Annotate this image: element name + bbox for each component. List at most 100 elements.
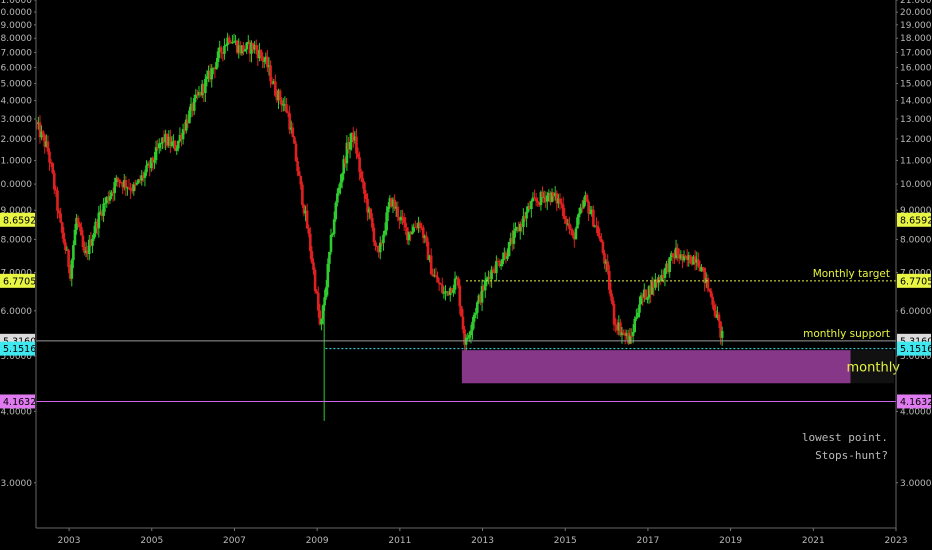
candle-body: [711, 296, 714, 305]
candle-body: [712, 304, 716, 311]
candle-body: [592, 209, 595, 227]
candle-body: [453, 278, 457, 290]
price-badge-right: [897, 341, 931, 356]
candle-body: [580, 207, 584, 209]
candle-body: [512, 230, 516, 244]
candle-body: [169, 136, 172, 147]
candle-body: [671, 253, 675, 256]
candle-body: [107, 197, 110, 201]
candle-body: [270, 81, 274, 84]
y-tick-label-left: 6.0000: [1, 307, 33, 317]
candle-body: [565, 218, 568, 224]
candle-body: [94, 221, 97, 234]
candle-body: [665, 263, 668, 269]
candle-body: [127, 187, 131, 189]
candle-body: [692, 256, 695, 265]
candle-body: [528, 206, 532, 210]
y-tick-label-left: 10.0000: [0, 180, 32, 190]
candle-body: [280, 100, 283, 106]
candle-body: [654, 279, 657, 288]
candle-body: [700, 267, 703, 272]
level-overlays: monthly Monthly target monthly support lowe…: [36, 268, 900, 462]
candle-body: [178, 135, 182, 141]
candle-body: [332, 219, 336, 234]
candle-body: [100, 211, 104, 216]
candle-body: [609, 289, 613, 297]
candle-body: [601, 241, 605, 254]
candle-body: [321, 305, 325, 320]
candle-body: [587, 201, 590, 214]
candle-body: [97, 212, 101, 229]
candle-body: [441, 284, 444, 293]
candle-body: [208, 70, 212, 80]
candle-body: [604, 261, 608, 264]
candle-body: [406, 227, 409, 241]
y-tick-label-left: 11.0000: [0, 156, 32, 166]
candle-body: [541, 192, 544, 198]
candle-body: [568, 223, 571, 230]
candle-body: [472, 314, 476, 322]
candle-body: [606, 261, 609, 271]
candle-body: [245, 42, 249, 50]
candle-body: [108, 196, 112, 201]
candle-body: [140, 175, 144, 181]
y-tick-label-left: 7.0000: [1, 269, 33, 279]
candle-body: [714, 310, 718, 318]
candle-body: [598, 235, 602, 239]
candle-body: [523, 216, 527, 219]
candle-body: [536, 201, 540, 203]
candle-body: [619, 322, 622, 336]
candle-body: [600, 238, 603, 242]
candle-body: [614, 324, 617, 326]
x-tick-label: 2007: [223, 536, 246, 546]
candle-body: [59, 213, 62, 223]
candle-body: [431, 274, 435, 277]
candle-body: [297, 171, 301, 176]
price-badge-label-left: 5.1516: [3, 344, 36, 355]
candle-body: [496, 260, 500, 262]
candle-body: [677, 255, 681, 259]
candle-body: [463, 329, 466, 345]
candle-body: [407, 231, 411, 241]
candle-body: [689, 255, 692, 264]
candle-body: [41, 131, 45, 136]
candle-body: [485, 278, 489, 281]
candle-body: [148, 163, 152, 169]
y-tick-label-left: 17.0000: [0, 48, 32, 58]
candle-body: [647, 286, 651, 298]
candle-body: [515, 227, 519, 229]
candle-body: [258, 50, 261, 59]
candle-body: [156, 147, 159, 149]
candle-body: [398, 217, 401, 221]
candle-body: [189, 103, 193, 111]
candle-body: [391, 199, 395, 207]
candle-body: [642, 289, 646, 298]
candle-body: [78, 223, 82, 228]
candle-body: [697, 259, 700, 267]
candle-body: [572, 235, 576, 240]
candle-body: [202, 84, 206, 94]
candle-body: [170, 141, 174, 147]
y-tick-label-right: 9.0000: [900, 206, 932, 216]
candle-body: [709, 290, 713, 297]
candle-body: [302, 204, 306, 214]
candle-body: [553, 193, 557, 197]
candle-body: [542, 196, 546, 198]
candle-body: [447, 291, 450, 295]
candle-body: [52, 173, 56, 190]
candle-body: [434, 275, 438, 277]
candle-body: [299, 175, 303, 185]
candle-body: [251, 43, 255, 50]
candle-body: [401, 216, 404, 218]
candle-body: [410, 231, 414, 235]
candle-body: [495, 260, 498, 274]
candle-body: [118, 179, 121, 183]
candle-body: [215, 61, 218, 70]
y-tick-label-left: 14.0000: [0, 97, 32, 107]
candle-body: [272, 81, 276, 84]
candle-body: [456, 277, 460, 286]
candle-body: [385, 212, 388, 231]
candle-body: [538, 202, 541, 206]
candle-body: [342, 159, 346, 174]
